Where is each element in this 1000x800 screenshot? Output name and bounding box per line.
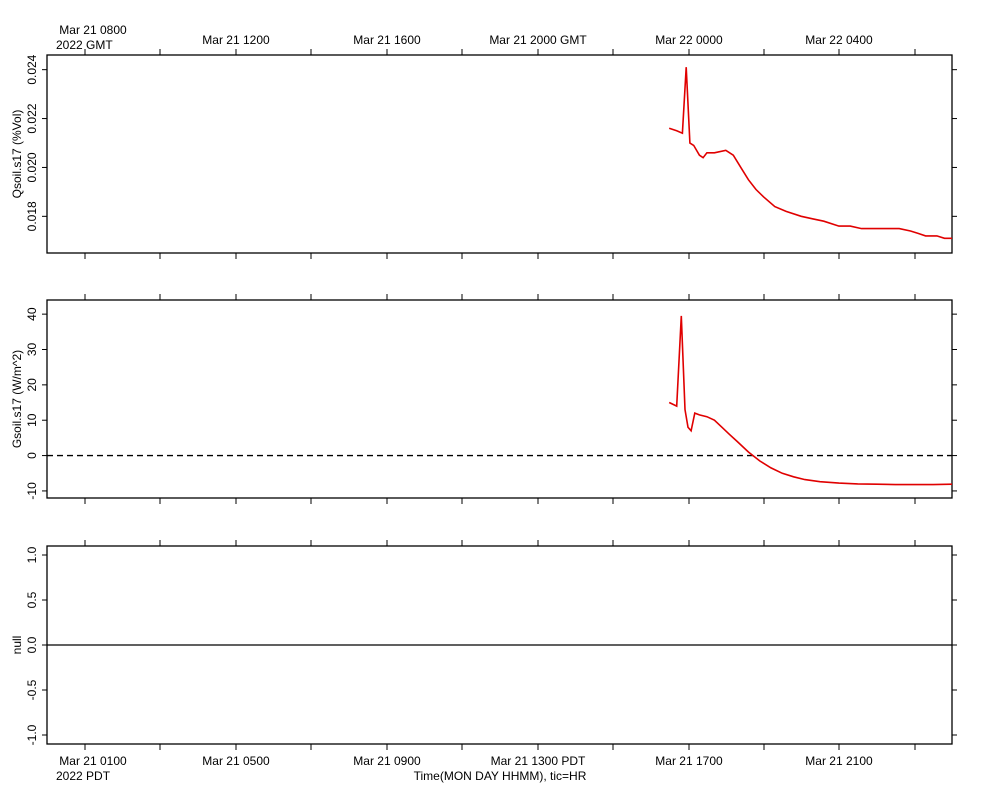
y-tick-label: 0.0 — [25, 636, 39, 653]
y-tick-label: 40 — [25, 307, 39, 321]
y-axis-title: Qsoil.s17 (%Vol) — [10, 110, 24, 199]
chart-panel-3: -1.0 -0.5 0.0 0.5 1.0 null — [10, 540, 957, 750]
y-tick-label: 1.0 — [25, 546, 39, 563]
y-tick-label: 0.018 — [25, 201, 39, 231]
y-tick-label: 0.024 — [25, 54, 39, 84]
y-tick-label: -0.5 — [25, 679, 39, 700]
y-tick-label: 10 — [25, 413, 39, 427]
x-axis-title: Time(MON DAY HHMM), tic=HR — [414, 769, 587, 783]
y-axis-title: null — [10, 636, 24, 655]
top-axis-year-label: 2022 GMT — [56, 38, 113, 52]
y-tick-label: -10 — [25, 482, 39, 500]
top-axis-label: Mar 21 0800 — [59, 23, 127, 37]
top-axis-label: Mar 21 2000 GMT — [489, 33, 587, 47]
chart-panel-1: 0.018 0.020 0.022 0.024 Qsoil.s17 (%Vol) — [10, 49, 957, 259]
y-tick-label: 0.022 — [25, 103, 39, 133]
y-tick-label: 0.020 — [25, 152, 39, 182]
top-axis-label: Mar 21 1600 — [353, 33, 421, 47]
series-line — [668, 67, 952, 240]
y-tick-label: 20 — [25, 378, 39, 392]
bottom-time-axis: Mar 21 0100 2022 PDT Mar 21 0500 Mar 21 … — [56, 754, 873, 783]
chart-panel-2: -10 0 10 20 30 40 Gsoil.s17 (W/m^2) — [10, 294, 957, 504]
bottom-axis-label: Mar 21 0100 — [59, 754, 127, 768]
bottom-axis-label: Mar 21 1700 — [655, 754, 723, 768]
y-tick-label: 0.5 — [25, 591, 39, 608]
bottom-axis-label: Mar 21 2100 — [805, 754, 873, 768]
bottom-axis-label: Mar 21 0500 — [202, 754, 270, 768]
top-axis-label: Mar 22 0400 — [805, 33, 873, 47]
y-axis-title: Gsoil.s17 (W/m^2) — [10, 350, 24, 448]
y-tick-label: -1.0 — [25, 724, 39, 745]
bottom-axis-year-label: 2022 PDT — [56, 769, 111, 783]
y-tick-label: 0 — [25, 452, 39, 459]
y-tick-label: 30 — [25, 343, 39, 357]
top-axis-label: Mar 21 1200 — [202, 33, 270, 47]
top-time-axis: Mar 21 0800 2022 GMT Mar 21 1200 Mar 21 … — [56, 23, 873, 52]
plot-frame — [46, 299, 953, 499]
top-axis-label: Mar 22 0000 — [655, 33, 723, 47]
series-line — [668, 315, 953, 486]
plot-frame — [46, 54, 953, 254]
bottom-axis-label: Mar 21 1300 PDT — [491, 754, 586, 768]
bottom-axis-label: Mar 21 0900 — [353, 754, 421, 768]
